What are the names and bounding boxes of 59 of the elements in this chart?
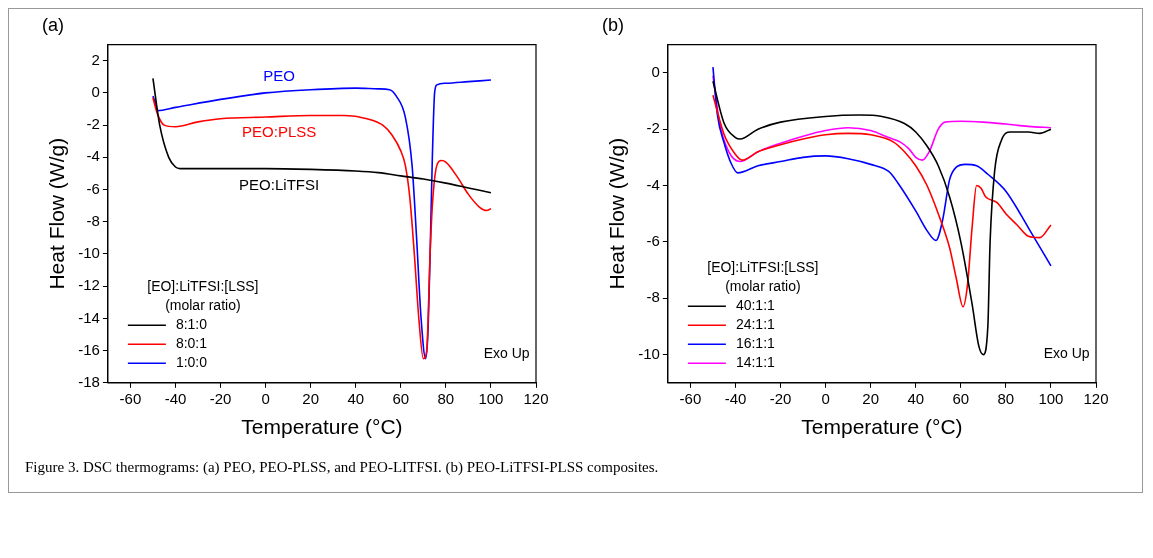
y-tick-label: -2 [646, 119, 660, 137]
x-tick-label: -60 [119, 389, 141, 407]
x-tick-label: -20 [209, 389, 231, 407]
y-axis-title: Heat Flow (W/g) [604, 137, 628, 290]
x-tick-label: -40 [164, 389, 186, 407]
y-axis-title: Heat Flow (W/g) [44, 137, 68, 290]
annotation: PEO:LiTFSI [238, 176, 319, 194]
y-tick-label: -6 [646, 232, 660, 250]
y-tick-label: -8 [86, 211, 100, 229]
caption: Figure 3. DSC thermograms: (a) PEO, PEO-PLSS, and PEO-LITFSI. (b) PEO-LiTFSI-PLSS composites. [24, 458, 660, 477]
x-tick-label: 40 [346, 389, 364, 407]
annotation: PEO:PLSS [241, 123, 316, 141]
x-tick-label: -60 [679, 389, 701, 407]
x-tick-label: 20 [861, 389, 879, 407]
y-tick-label: 2 [91, 50, 100, 68]
legend-label: 24:1:1 [735, 316, 775, 333]
x-tick-label: 120 [1082, 389, 1109, 407]
legend-label: 1:0:0 [175, 354, 207, 371]
annotation: PEO [262, 66, 295, 84]
x-tick-label: 0 [820, 389, 830, 407]
legend-title: [EO]:LiTFSI:[LSS] (molar ratio) [706, 259, 819, 295]
y-tick-label: -18 [77, 372, 100, 390]
x-tick-label: -40 [724, 389, 746, 407]
x-tick-label: 80 [437, 389, 454, 407]
x-tick-label: 20 [301, 389, 319, 407]
annotation: Exo Up [483, 344, 530, 361]
legend-label: 40:1:1 [735, 297, 775, 314]
y-tick-label: -4 [646, 175, 660, 193]
x-tick-label: 80 [997, 389, 1014, 407]
y-tick-label: -10 [637, 344, 660, 362]
y-tick-label: -2 [86, 115, 100, 133]
x-axis-title: Temperature (°C) [800, 415, 963, 439]
x-tick-label: 40 [906, 389, 924, 407]
x-tick-label: 60 [391, 389, 409, 407]
x-tick-label: 100 [477, 389, 503, 407]
x-tick-label: -20 [769, 389, 791, 407]
x-tick-label: 60 [951, 389, 969, 407]
y-tick-label: -12 [77, 276, 100, 294]
legend-label: 8:1:0 [175, 316, 207, 333]
y-tick-label: 0 [651, 62, 660, 80]
y-tick-label: -16 [77, 340, 100, 358]
y-tick-label: -10 [77, 244, 100, 262]
legend-label: 8:0:1 [175, 335, 207, 352]
legend-label: 16:1:1 [735, 335, 775, 352]
chart-title: (a) [41, 14, 64, 35]
x-axis-title: Temperature (°C) [240, 415, 403, 439]
y-tick-label: -6 [86, 179, 100, 197]
y-tick-label: 0 [91, 83, 100, 101]
x-tick-label: 120 [522, 389, 549, 407]
line-series [711, 74, 1052, 163]
annotation: Exo Up [1043, 344, 1090, 361]
y-tick-label: -14 [77, 308, 100, 326]
y-tick-label: -4 [86, 147, 100, 165]
legend-label: 14:1:1 [735, 354, 775, 371]
y-tick-label: -8 [646, 288, 660, 306]
x-tick-label: 100 [1037, 389, 1063, 407]
legend-title: [EO]:LiTFSI:[LSS] (molar ratio) [146, 278, 259, 314]
x-tick-label: 0 [260, 389, 270, 407]
chart-title: (b) [601, 14, 624, 35]
